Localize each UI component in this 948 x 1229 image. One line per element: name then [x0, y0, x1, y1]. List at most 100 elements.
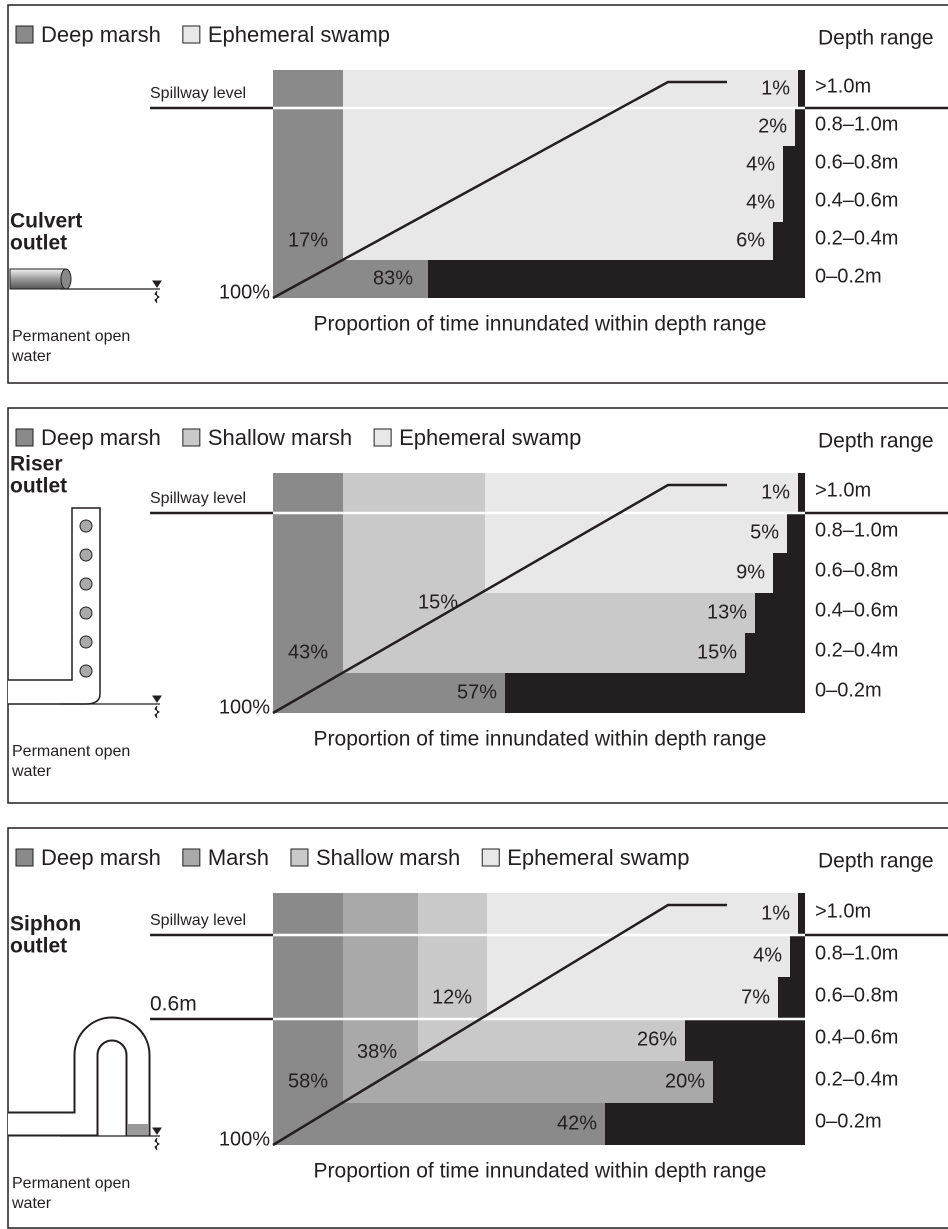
zone [485, 473, 805, 593]
depth-range: 0.8–1.0m [815, 942, 898, 964]
siphon-water [128, 1124, 148, 1136]
outlet-label: Siphon [10, 913, 81, 936]
depth-bar [778, 977, 805, 1019]
inundation-line [272, 80, 727, 300]
spillway-label: Spillway level [150, 85, 246, 102]
water-symbol [152, 1127, 162, 1151]
zone-label: 43% [288, 641, 328, 663]
water-symbol [152, 695, 162, 719]
zone [343, 473, 485, 593]
stair-label: 1% [761, 902, 790, 924]
stair-label: 6% [736, 229, 765, 251]
legend-swatch [15, 848, 34, 867]
legend-label: Ephemeral swamp [208, 22, 390, 47]
zone [418, 893, 487, 1019]
caption: Proportion of time innundated within dep… [314, 728, 767, 751]
depth-range: 0.2–0.4m [815, 639, 898, 661]
riser-hole [79, 664, 93, 678]
depth-range: >1.0m [815, 900, 871, 922]
zone-label: 15% [418, 591, 458, 613]
depth-bar [795, 108, 805, 146]
zone-label: 12% [432, 986, 472, 1008]
legend-swatch [290, 848, 309, 867]
zone [343, 593, 805, 673]
legend-label: Ephemeral swamp [507, 845, 689, 870]
stair-label: 1% [761, 77, 790, 99]
stair-label: 7% [741, 986, 770, 1008]
zone [487, 893, 805, 1019]
legend-swatch [15, 25, 34, 44]
pipe-end [60, 268, 72, 290]
outlet-label: Culvert [10, 210, 82, 233]
depth-range: 0.4–0.6m [815, 189, 898, 211]
stair-label: 20% [665, 1070, 705, 1092]
legend-swatch [373, 428, 392, 447]
inundation-line [272, 483, 727, 715]
riser-hole [79, 635, 93, 649]
depth-range: >1.0m [815, 479, 871, 501]
depth-bar [798, 473, 805, 513]
riser-hole [79, 606, 93, 620]
depth-range: 0.2–0.4m [815, 1068, 898, 1090]
stair-label: 9% [736, 561, 765, 583]
level-label: 0.6m [150, 993, 197, 1016]
panel-border [7, 4, 948, 384]
depth-range: 0.2–0.4m [815, 227, 898, 249]
stair-label: 4% [746, 153, 775, 175]
depth-range: 0–0.2m [815, 679, 882, 701]
depth-bar [798, 893, 805, 935]
depth-bar [713, 1061, 805, 1103]
water-label: water [11, 1195, 52, 1212]
stair-label: 1% [761, 481, 790, 503]
depth-range: 0.6–0.8m [815, 151, 898, 173]
water-label: water [11, 348, 52, 365]
zone [273, 1103, 605, 1145]
riser-hole [79, 519, 93, 533]
legend-label: Deep marsh [41, 22, 161, 47]
depth-bar [505, 673, 805, 713]
depth-bar [755, 593, 805, 633]
siphon-fill [8, 1018, 149, 1136]
depth-range: 0.6–0.8m [815, 559, 898, 581]
legend-label: Shallow marsh [316, 845, 460, 870]
depth-bar [773, 222, 805, 260]
legend-label: Deep marsh [41, 425, 161, 450]
inundation-line [272, 903, 727, 1147]
zone-label: 58% [288, 1070, 328, 1092]
stair-label: 26% [637, 1028, 677, 1050]
legend-swatch [182, 848, 201, 867]
zone [273, 70, 805, 260]
depth-range: 0.4–0.6m [815, 1026, 898, 1048]
stair-label: 4% [746, 191, 775, 213]
panel-border [7, 827, 948, 1229]
full-label: 100% [219, 696, 270, 718]
depth-range: 0–0.2m [815, 1110, 882, 1132]
depth-range: 0.8–1.0m [815, 113, 898, 135]
zone-label: 83% [373, 267, 413, 289]
depth-header: Depth range [818, 430, 934, 453]
panel-border [7, 407, 948, 804]
depth-header: Depth range [818, 850, 934, 873]
legend-label: Marsh [208, 845, 269, 870]
water-symbol [152, 280, 162, 304]
stair-label: 4% [753, 944, 782, 966]
depth-bar [685, 1019, 805, 1061]
zone-label: 42% [557, 1112, 597, 1134]
caption: Proportion of time innundated within dep… [314, 313, 767, 336]
legend-swatch [481, 848, 500, 867]
riser-hole [79, 548, 93, 562]
full-label: 100% [219, 1128, 270, 1150]
water-label: Permanent open [12, 1175, 130, 1192]
stair-label: 2% [758, 115, 787, 137]
depth-range: 0.4–0.6m [815, 599, 898, 621]
depth-bar [787, 513, 805, 553]
zone [343, 893, 418, 1061]
outlet-label: outlet [10, 475, 67, 498]
zone-label: 17% [288, 229, 328, 251]
depth-bar [798, 70, 805, 108]
spillway-label: Spillway level [150, 490, 246, 507]
zone [273, 70, 343, 260]
water-label: water [11, 763, 52, 780]
zone [273, 893, 343, 1103]
depth-bar [783, 146, 805, 184]
